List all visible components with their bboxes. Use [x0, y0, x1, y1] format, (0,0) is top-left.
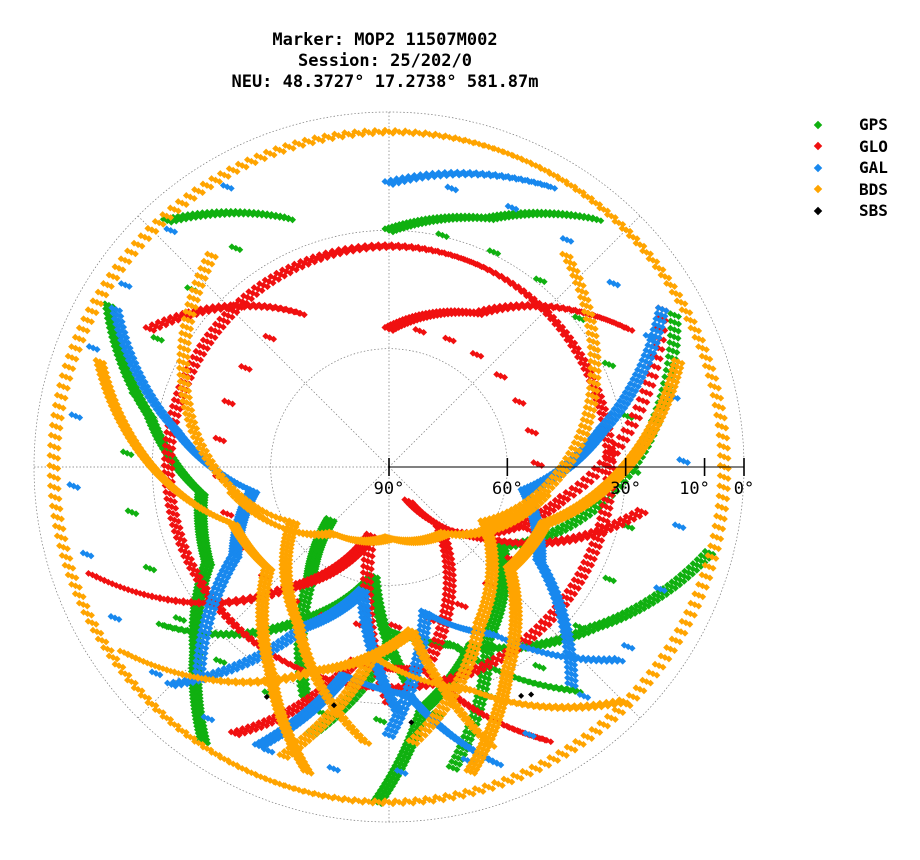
point-sbs-2	[263, 693, 270, 700]
point-sbs-4	[408, 719, 415, 726]
point-sbs-0	[528, 691, 535, 698]
track-bds-7	[226, 489, 552, 547]
legend-marker-gps	[813, 120, 823, 129]
elevation-tick-label-30: 30°	[610, 479, 641, 499]
legend-label: SBS	[859, 201, 888, 221]
legend: GPS GLO GAL BDS SBS	[812, 114, 888, 222]
legend-marker-sbs	[813, 206, 823, 215]
legend-item-gps: GPS	[812, 114, 888, 136]
track-bds-0	[46, 126, 732, 808]
title-line-session: Session: 25/202/0	[298, 51, 472, 71]
elevation-tick-label-60: 60°	[492, 479, 523, 499]
legend-label: BDS	[859, 179, 888, 199]
series-sbs	[263, 691, 535, 726]
track-bds-6	[116, 626, 498, 750]
track-gal-4	[381, 607, 627, 741]
title-line-marker: Marker: MOP2 11507M002	[272, 30, 498, 50]
legend-label: GAL	[859, 158, 888, 178]
point-sbs-3	[330, 702, 337, 709]
track-gps-1	[119, 207, 642, 726]
elevation-tick-label-10: 10°	[679, 479, 710, 499]
title-line-position: NEU: 48.3727° 17.2738° 581.87m	[231, 72, 539, 92]
track-bds-5	[276, 650, 631, 762]
track-gal-2	[66, 168, 691, 777]
elevation-tick-label-0: 0°	[734, 479, 754, 499]
legend-item-gal: GAL	[812, 157, 888, 179]
elevation-tick-label-90: 90°	[374, 479, 405, 499]
legend-item-bds: BDS	[812, 179, 888, 201]
elevation-axis: 90° 60° 30° 10° 0°	[374, 458, 754, 499]
legend-marker-bds	[813, 185, 823, 194]
legend-marker-glo	[813, 142, 823, 151]
legend-label: GLO	[859, 136, 888, 156]
legend-marker-gal	[813, 163, 823, 172]
track-bds-4	[175, 250, 373, 747]
series-gal	[66, 168, 691, 777]
legend-label: GPS	[859, 115, 888, 135]
point-sbs-1	[518, 692, 525, 699]
legend-item-sbs: SBS	[812, 200, 888, 222]
legend-item-glo: GLO	[812, 136, 888, 158]
chart-title: Marker: MOP2 11507M002 Session: 25/202/0…	[150, 30, 620, 93]
